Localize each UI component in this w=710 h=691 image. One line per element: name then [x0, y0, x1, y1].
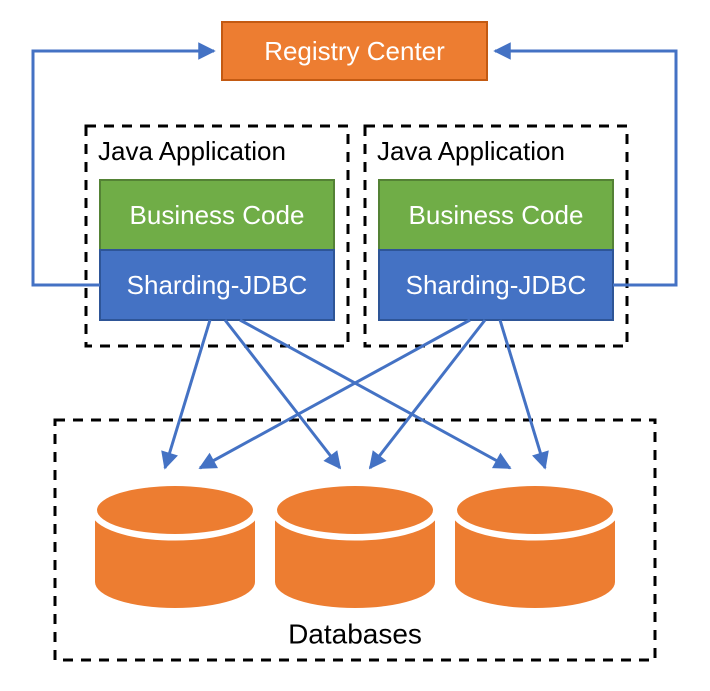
edge-sharding1-to-db1 — [165, 320, 210, 468]
business-code-2-label: Business Code — [409, 200, 584, 230]
java-application-title-2: Java Application — [377, 136, 565, 166]
java-application-title-1: Java Application — [98, 136, 286, 166]
registry-center-label: Registry Center — [264, 36, 445, 66]
database-cylinder-3 — [455, 484, 615, 608]
solid-boxes: Registry Center Business Code Sharding-JDB… — [95, 22, 615, 649]
business-code-1-label: Business Code — [130, 200, 305, 230]
database-cylinder-2 — [275, 484, 435, 608]
database-cylinder-1 — [95, 484, 255, 608]
architecture-diagram: Java ApplicationJava ApplicationRegistry… — [0, 0, 710, 691]
databases-label: Databases — [288, 618, 422, 649]
edge-sharding2-to-db3 — [500, 320, 545, 468]
sharding-jdbc-2-label: Sharding-JDBC — [406, 270, 587, 300]
sharding-jdbc-1-label: Sharding-JDBC — [127, 270, 308, 300]
